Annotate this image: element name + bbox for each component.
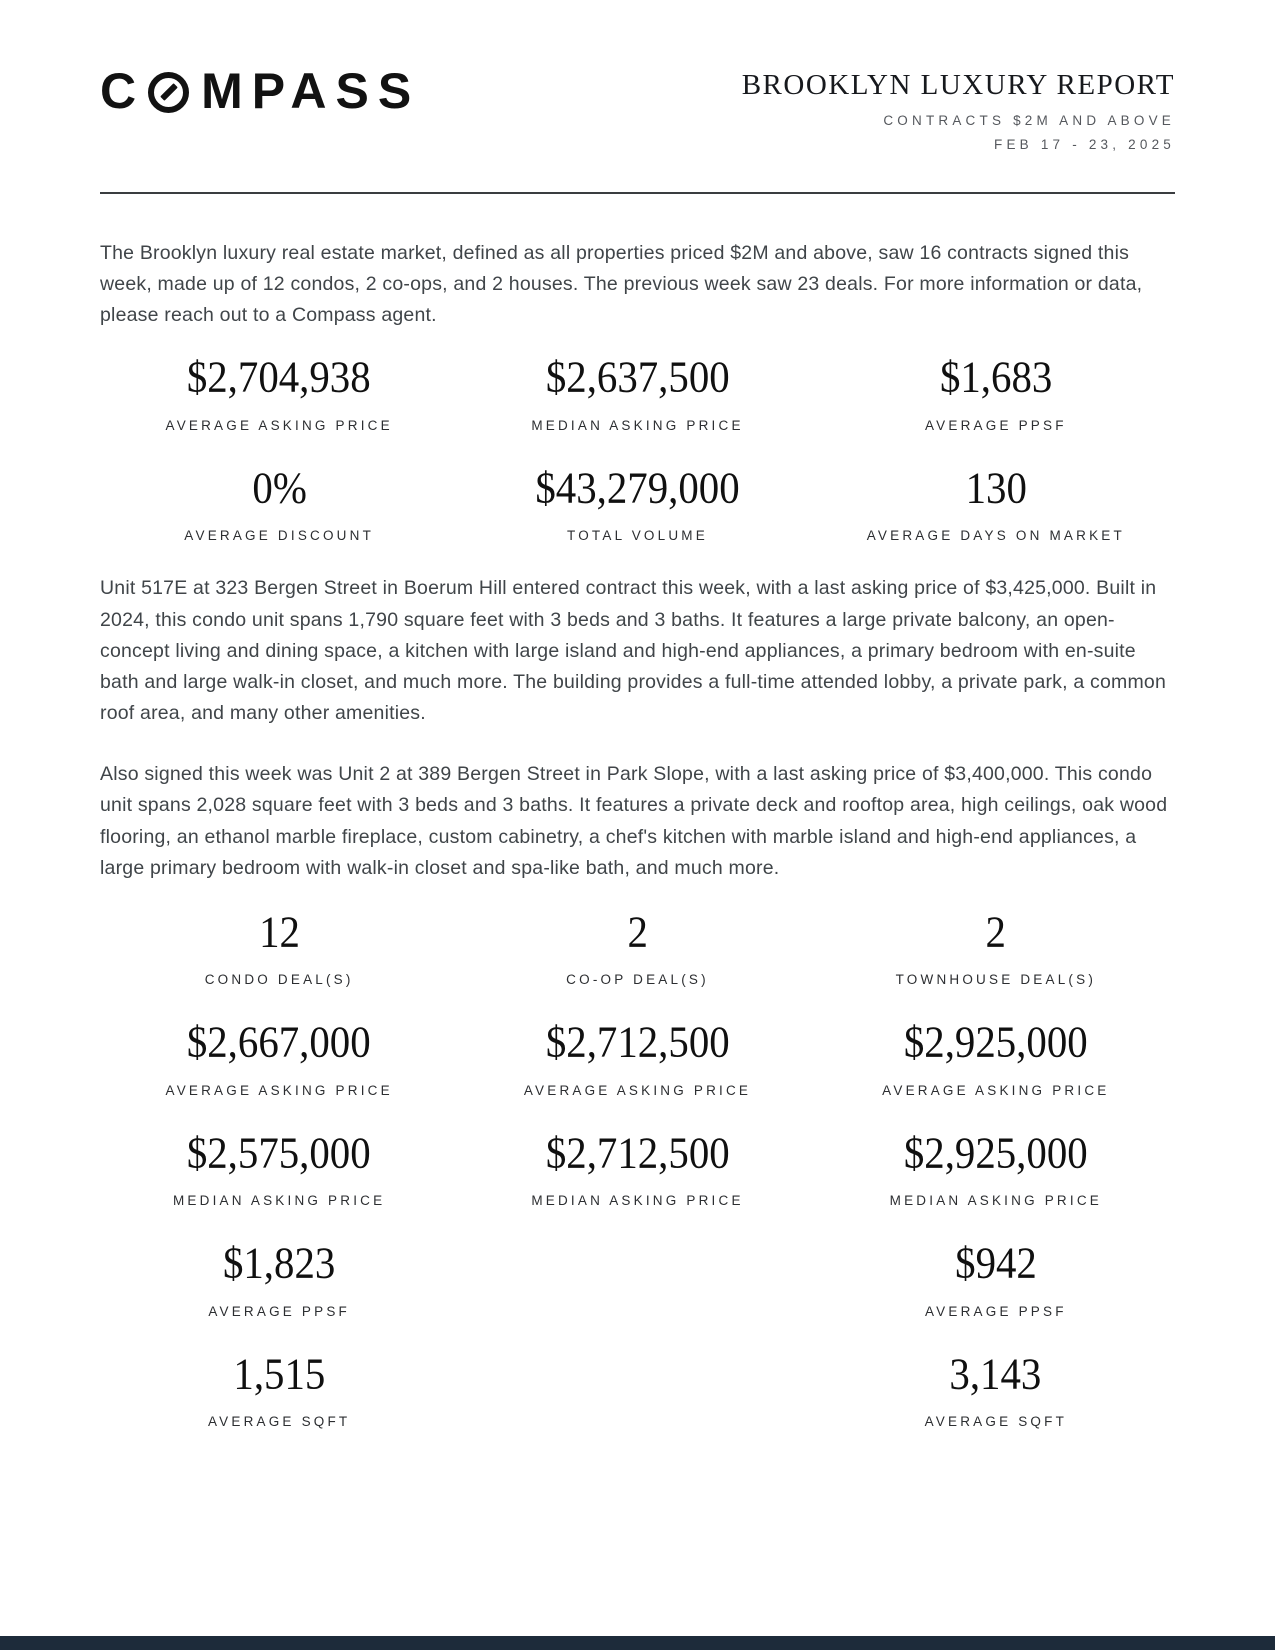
stat-value: $2,704,938 <box>187 353 372 403</box>
compass-o-needle-icon <box>148 71 190 113</box>
stat-coop-average-ppsf-empty <box>458 1239 816 1318</box>
compass-logo: C MPASS <box>100 66 420 116</box>
stat-townhouse-average-ppsf: $942 AVERAGE PPSF <box>817 1239 1175 1319</box>
stat-value: $2,925,000 <box>903 1018 1088 1068</box>
stat-label: CO-OP DEAL(S) <box>566 972 709 988</box>
footer-bar <box>0 1636 1275 1650</box>
stat-label: AVERAGE DISCOUNT <box>184 528 375 544</box>
stat-value: $2,925,000 <box>903 1129 1088 1178</box>
stat-value: 0% <box>251 464 307 513</box>
stat-coop-average-sqft-empty <box>458 1350 816 1429</box>
report-date-range: FEB 17 - 23, 2025 <box>994 136 1175 152</box>
stat-value: $1,683 <box>939 353 1052 403</box>
stat-label: CONDO DEAL(S) <box>204 972 354 988</box>
stat-median-asking-price: $2,637,500 MEDIAN ASKING PRICE <box>458 353 816 433</box>
stat-label: AVERAGE SQFT <box>924 1414 1068 1430</box>
stat-townhouse-average-sqft: 3,143 AVERAGE SQFT <box>817 1350 1175 1429</box>
stat-label: TOWNHOUSE DEAL(S) <box>895 972 1097 988</box>
header-right: BROOKLYN LUXURY REPORT CONTRACTS $2M AND… <box>742 66 1175 152</box>
stat-value: 12 <box>258 908 300 957</box>
summary-stats-grid: $2,704,938 AVERAGE ASKING PRICE $2,637,5… <box>100 353 1175 544</box>
stat-condo-deals: 12 CONDO DEAL(S) <box>100 908 458 987</box>
breakdown-stats-grid: 12 CONDO DEAL(S) 2 CO-OP DEAL(S) 2 TOWNH… <box>100 908 1175 1429</box>
stat-label: MEDIAN ASKING PRICE <box>172 1193 386 1209</box>
stat-townhouse-average-asking-price: $2,925,000 AVERAGE ASKING PRICE <box>817 1018 1175 1098</box>
stat-label: AVERAGE ASKING PRICE <box>523 1082 752 1098</box>
stat-label: AVERAGE SQFT <box>207 1414 351 1430</box>
stat-value: $2,712,500 <box>545 1129 730 1178</box>
stat-value: $1,823 <box>222 1239 336 1289</box>
stat-value: $942 <box>954 1239 1037 1289</box>
stat-average-days-on-market: 130 AVERAGE DAYS ON MARKET <box>817 464 1175 543</box>
stat-townhouse-median-asking-price: $2,925,000 MEDIAN ASKING PRICE <box>817 1129 1175 1208</box>
stat-label: AVERAGE DAYS ON MARKET <box>866 528 1125 544</box>
stat-value: $2,575,000 <box>187 1129 372 1178</box>
featured-unit-paragraph-1: Unit 517E at 323 Bergen Street in Boerum… <box>100 577 1167 725</box>
stat-coop-median-asking-price: $2,712,500 MEDIAN ASKING PRICE <box>458 1129 816 1208</box>
stat-average-asking-price: $2,704,938 AVERAGE ASKING PRICE <box>100 353 458 433</box>
stat-label: AVERAGE PPSF <box>208 1303 350 1319</box>
stat-value: 130 <box>965 464 1027 513</box>
stat-total-volume: $43,279,000 TOTAL VOLUME <box>458 464 816 543</box>
stat-label: MEDIAN ASKING PRICE <box>531 1193 744 1209</box>
header-divider <box>100 191 1175 194</box>
stat-average-discount: 0% AVERAGE DISCOUNT <box>100 464 458 543</box>
stat-average-ppsf: $1,683 AVERAGE PPSF <box>817 353 1175 433</box>
stat-label: TOTAL VOLUME <box>567 528 708 544</box>
intro-paragraph: The Brooklyn luxury real estate market, … <box>100 241 1143 327</box>
header: C MPASS BROOKLYN LUXURY REPORT CONTRACTS… <box>0 0 1275 152</box>
stat-condo-average-asking-price: $2,667,000 AVERAGE ASKING PRICE <box>100 1018 458 1098</box>
stat-label: MEDIAN ASKING PRICE <box>531 417 744 433</box>
report-title: BROOKLYN LUXURY REPORT <box>741 69 1175 101</box>
stat-label: AVERAGE PPSF <box>924 417 1067 433</box>
stat-condo-average-sqft: 1,515 AVERAGE SQFT <box>100 1350 458 1429</box>
stat-townhouse-deals: 2 TOWNHOUSE DEAL(S) <box>817 908 1175 987</box>
stat-label: AVERAGE ASKING PRICE <box>165 417 393 433</box>
report-subtitle: CONTRACTS $2M AND ABOVE <box>883 112 1175 128</box>
logo-text-right: MPASS <box>201 63 421 119</box>
stat-value: $2,667,000 <box>187 1018 372 1068</box>
stat-value: 2 <box>985 908 1007 957</box>
stat-value: 3,143 <box>949 1350 1042 1399</box>
stat-label: AVERAGE ASKING PRICE <box>882 1082 1110 1098</box>
stat-value: $2,637,500 <box>545 353 730 403</box>
stat-condo-average-ppsf: $1,823 AVERAGE PPSF <box>100 1239 458 1319</box>
stat-label: MEDIAN ASKING PRICE <box>889 1193 1102 1209</box>
logo-text-left: C <box>100 63 146 119</box>
stat-condo-median-asking-price: $2,575,000 MEDIAN ASKING PRICE <box>100 1129 458 1208</box>
stat-label: AVERAGE PPSF <box>924 1303 1067 1319</box>
stat-value: $43,279,000 <box>535 464 740 513</box>
stat-coop-deals: 2 CO-OP DEAL(S) <box>458 908 816 987</box>
stat-coop-average-asking-price: $2,712,500 AVERAGE ASKING PRICE <box>458 1018 816 1098</box>
featured-unit-paragraph-2: Also signed this week was Unit 2 at 389 … <box>100 763 1168 879</box>
stat-value: 2 <box>627 908 648 957</box>
stat-label: AVERAGE ASKING PRICE <box>165 1082 393 1098</box>
stat-value: $2,712,500 <box>545 1018 730 1068</box>
stat-value: 1,515 <box>233 1350 326 1399</box>
